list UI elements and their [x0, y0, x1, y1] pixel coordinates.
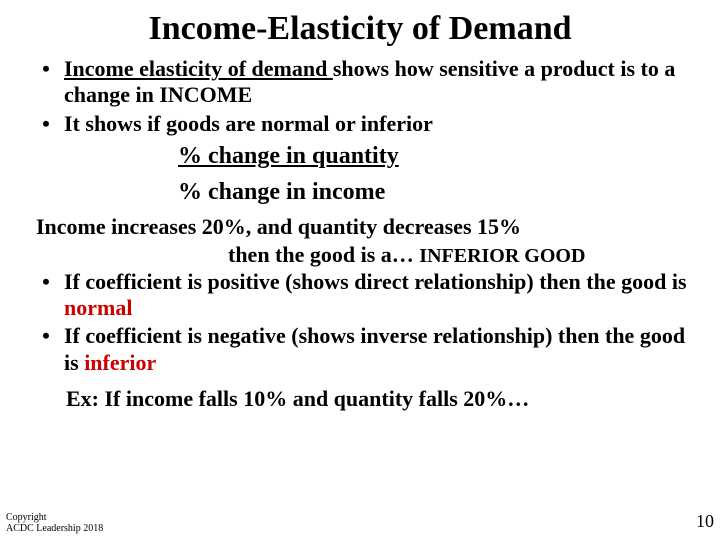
example-prefix: then the good is a… [228, 242, 419, 267]
bullet-1: • Income elasticity of demand shows how … [28, 56, 692, 109]
copyright: Copyright ACDC Leadership 2018 [6, 512, 103, 534]
formula-numerator: % change in quantity [28, 141, 692, 171]
bullet-1-underlined: Income elasticity of demand [64, 56, 333, 81]
bullet-3: • If coefficient is positive (shows dire… [28, 269, 692, 322]
bullet-4-red: inferior [84, 350, 156, 375]
bullet-marker: • [28, 111, 64, 137]
slide-content: • Income elasticity of demand shows how … [0, 56, 720, 412]
example-answer-text: INFERIOR GOOD [419, 245, 585, 267]
bullet-marker: • [28, 56, 64, 109]
bullet-2: • It shows if goods are normal or inferi… [28, 111, 692, 137]
bullet-3-main: If coefficient is positive (shows direct… [64, 269, 687, 294]
bullet-3-text: If coefficient is positive (shows direct… [64, 269, 692, 322]
page-number: 10 [696, 511, 714, 532]
bullet-4: • If coefficient is negative (shows inve… [28, 323, 692, 376]
bullet-4-main: If coefficient is negative (shows invers… [64, 323, 685, 374]
example-line-1: Income increases 20%, and quantity decre… [28, 213, 692, 241]
slide-title: Income-Elasticity of Demand [0, 0, 720, 56]
final-example: Ex: If income falls 10% and quantity fal… [28, 386, 692, 412]
copyright-line-1: Copyright [6, 512, 103, 523]
bullet-3-red: normal [64, 295, 132, 320]
example-line-2: then the good is a… INFERIOR GOOD [28, 241, 692, 269]
formula-denominator: % change in income [28, 177, 692, 207]
bullet-1-text: Income elasticity of demand shows how se… [64, 56, 692, 109]
bullet-2-text: It shows if goods are normal or inferior [64, 111, 692, 137]
bullet-4-text: If coefficient is negative (shows invers… [64, 323, 692, 376]
bullet-marker: • [28, 323, 64, 376]
copyright-line-2: ACDC Leadership 2018 [6, 523, 103, 534]
bullet-marker: • [28, 269, 64, 322]
